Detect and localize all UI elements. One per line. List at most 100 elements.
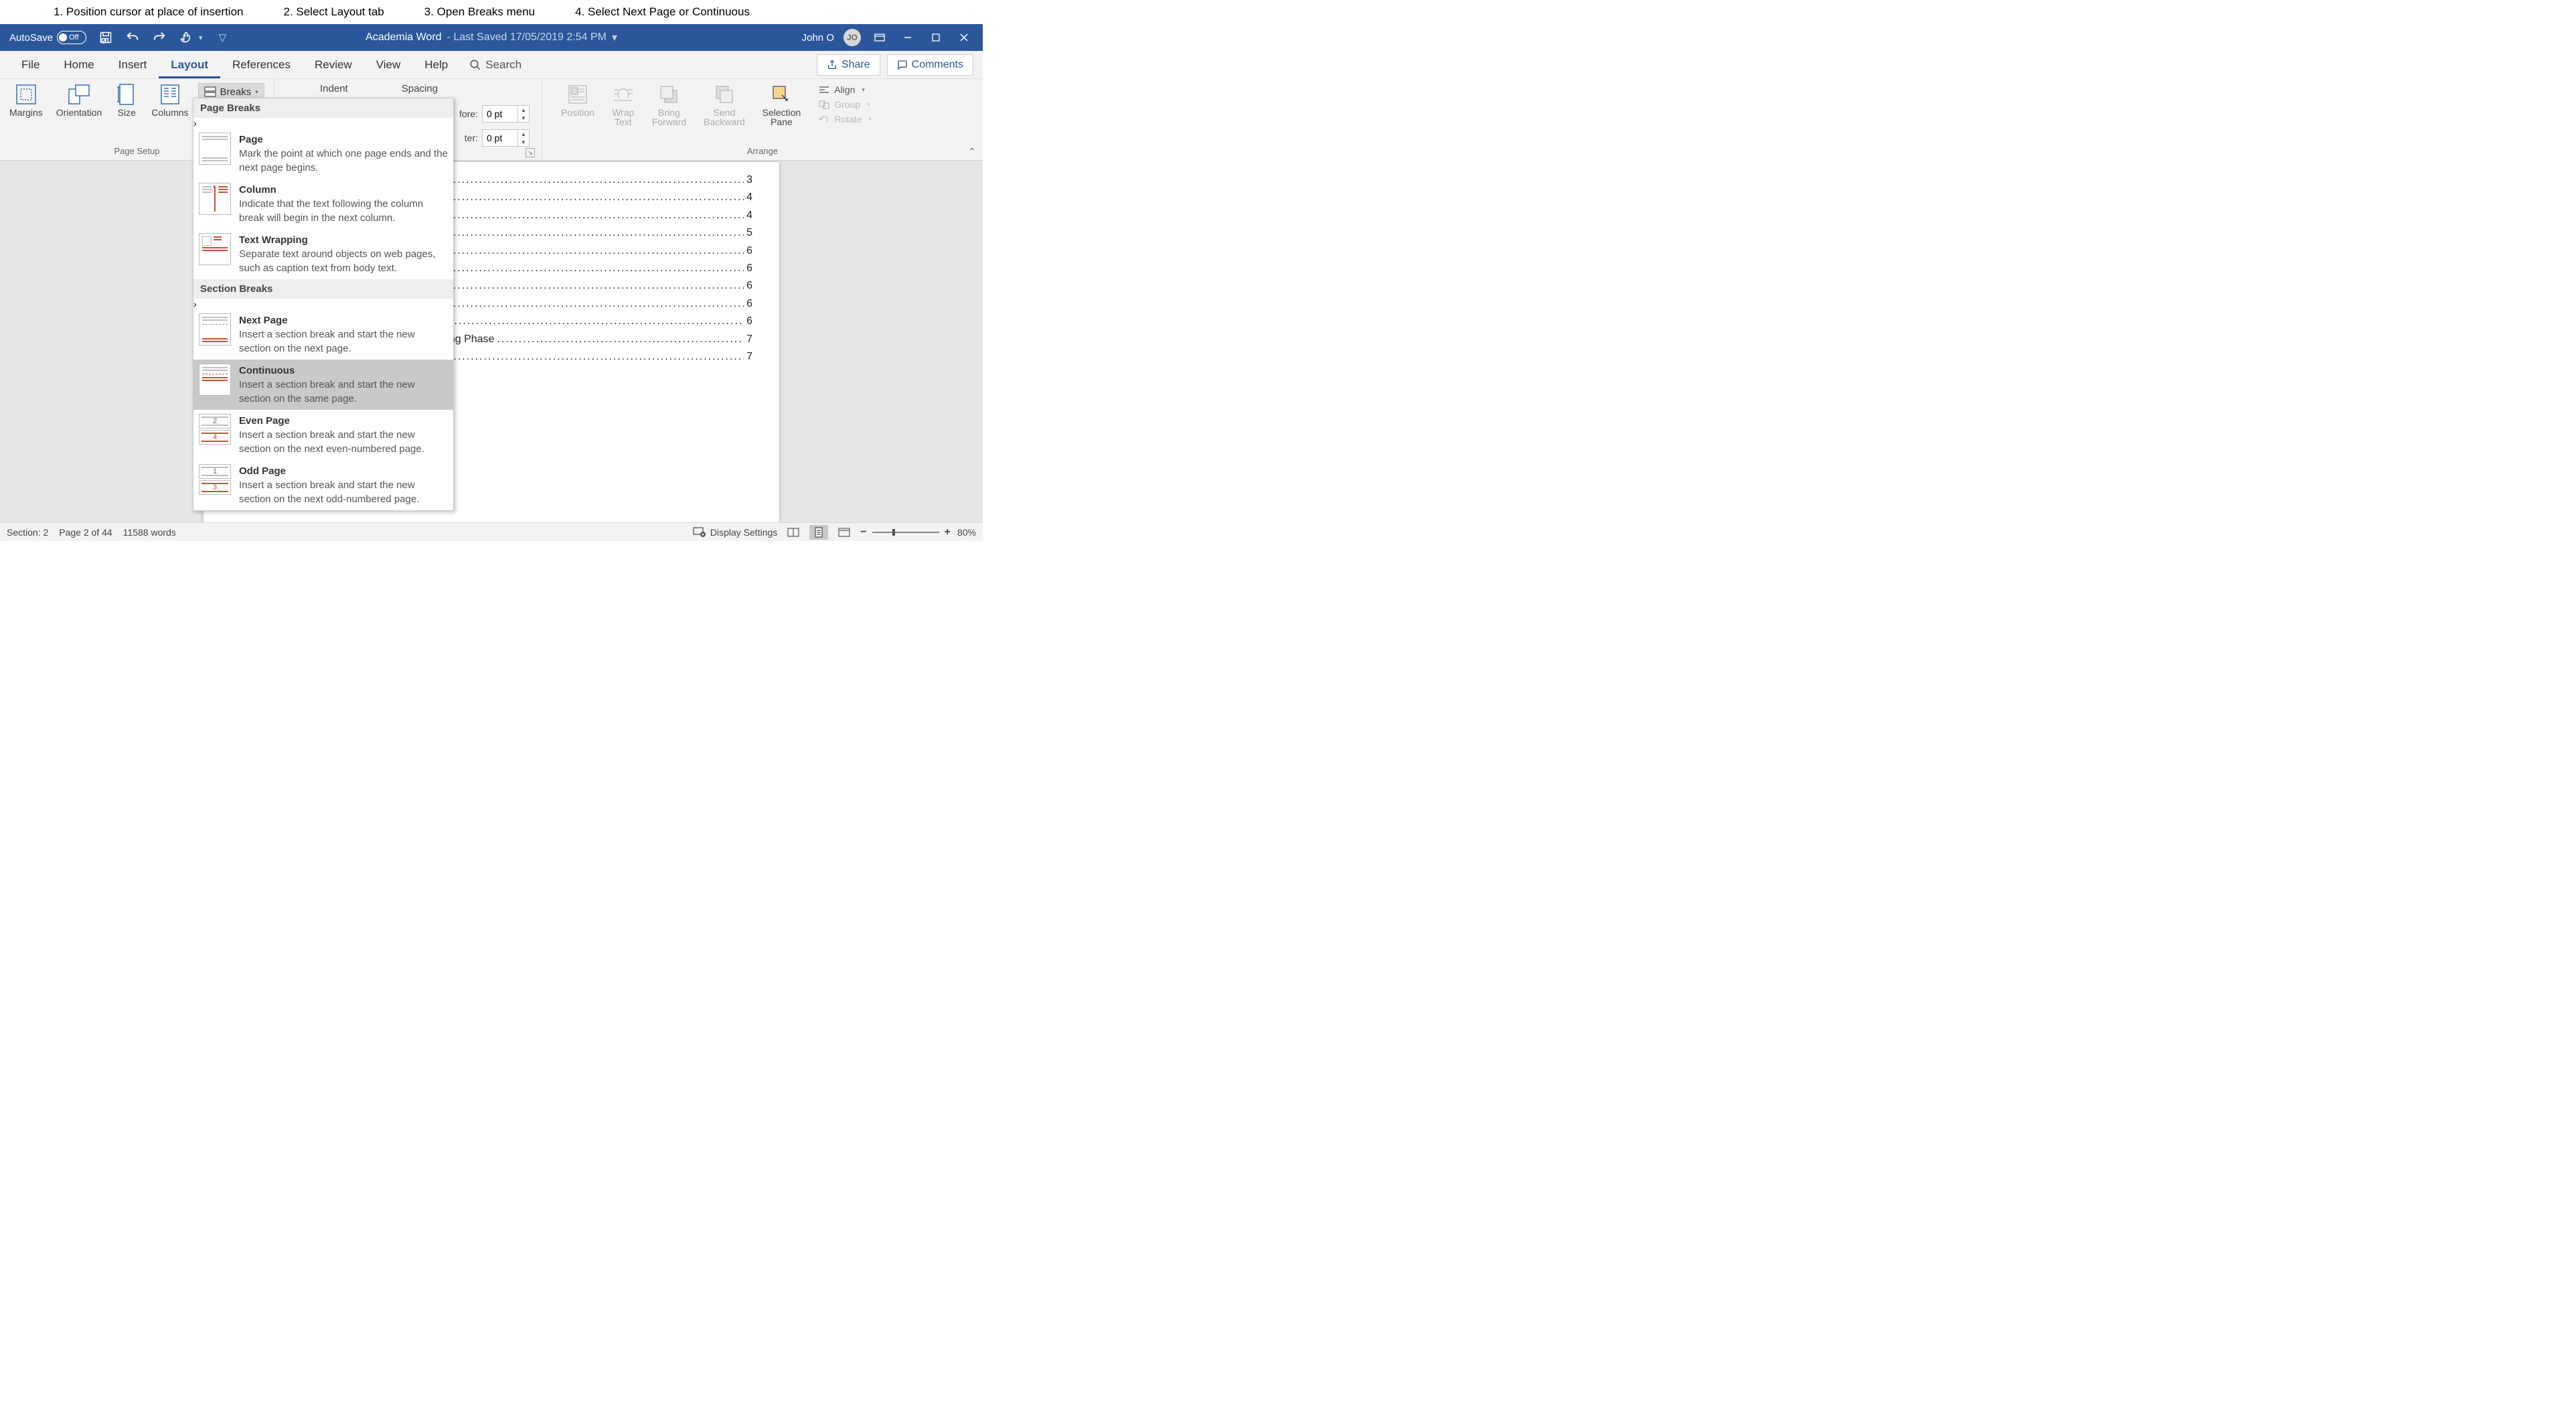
- arrange-label: Arrange: [548, 145, 977, 159]
- titlebar-left: AutoSave Off ▾ ▽: [9, 30, 226, 45]
- spacing-after-spinner[interactable]: ▲▼: [482, 129, 530, 147]
- orientation-button[interactable]: Orientation: [52, 82, 106, 119]
- search-label: Search: [485, 58, 521, 72]
- share-button[interactable]: Share: [817, 54, 880, 76]
- size-button[interactable]: Size: [111, 82, 142, 119]
- search-box[interactable]: Search: [460, 53, 531, 78]
- document-area[interactable]: ........................................…: [0, 161, 983, 522]
- comments-icon: [897, 60, 908, 70]
- toc-page-num: 6: [744, 277, 752, 295]
- toc-page-num: 6: [744, 242, 752, 260]
- position-button[interactable]: Position: [557, 82, 598, 119]
- wrap-text-button[interactable]: Wrap Text: [608, 82, 639, 129]
- spacing-after-label: ter:: [451, 133, 478, 143]
- status-section[interactable]: Section: 2: [7, 527, 48, 538]
- comments-button[interactable]: Comments: [887, 54, 973, 76]
- break-column[interactable]: Column Indicate that the text following …: [193, 179, 453, 229]
- align-icon: [818, 85, 830, 94]
- tab-review[interactable]: Review: [303, 53, 364, 78]
- autosave-toggle[interactable]: Off: [57, 31, 86, 44]
- tab-insert[interactable]: Insert: [106, 53, 159, 78]
- menu-marker-icon: ›: [193, 118, 197, 129]
- breaks-icon: [204, 86, 216, 97]
- web-layout-icon[interactable]: [835, 525, 854, 540]
- selection-pane-icon: [770, 83, 793, 106]
- tab-view[interactable]: View: [364, 53, 413, 78]
- selection-pane-button[interactable]: Selection Pane: [758, 82, 805, 129]
- send-backward-button[interactable]: Send Backward: [700, 82, 748, 129]
- paragraph-launcher[interactable]: ↘: [526, 148, 535, 157]
- instruction-step: 2. Select Layout tab: [283, 5, 384, 19]
- status-bar: Section: 2 Page 2 of 44 11588 words Disp…: [0, 522, 983, 541]
- group-icon: [818, 100, 830, 109]
- status-page[interactable]: Page 2 of 44: [59, 527, 112, 538]
- break-next-page[interactable]: Next Page Insert a section break and sta…: [193, 309, 453, 360]
- zoom-track[interactable]: [872, 532, 939, 533]
- titlebar-right: John O JO: [802, 28, 973, 47]
- autosave-label: AutoSave: [9, 32, 53, 44]
- zoom-out-icon[interactable]: −: [860, 526, 866, 538]
- tab-references[interactable]: References: [220, 53, 303, 78]
- zoom-in-icon[interactable]: +: [945, 526, 951, 538]
- instruction-step: 4. Select Next Page or Continuous: [575, 5, 750, 19]
- autosave-state: Off: [69, 33, 78, 42]
- bring-forward-button[interactable]: Bring Forward: [648, 82, 690, 129]
- ribbon-tabs: File Home Insert Layout References Revie…: [0, 51, 983, 79]
- save-icon[interactable]: [98, 30, 113, 45]
- app-root: 1. Position cursor at place of insertion…: [0, 0, 983, 541]
- undo-icon[interactable]: [125, 30, 140, 45]
- toc-page-num: 7: [744, 348, 752, 366]
- document-name: Academia Word: [366, 31, 442, 44]
- titlebar-dropdown-icon[interactable]: ▾: [612, 31, 617, 44]
- break-page[interactable]: Page Mark the point at which one page en…: [193, 129, 453, 179]
- spacing-before-spinner[interactable]: ▲▼: [482, 105, 530, 123]
- rotate-button[interactable]: Rotate▾: [818, 114, 872, 125]
- break-even-page[interactable]: 2 4 Even Page Insert a section break and…: [193, 410, 453, 460]
- instruction-step: 1. Position cursor at place of insertion: [54, 5, 243, 19]
- group-button[interactable]: Group▾: [818, 99, 872, 110]
- redo-icon[interactable]: [152, 30, 167, 45]
- ribbon-display-options-icon[interactable]: [870, 28, 889, 47]
- toc-dots: ........................................…: [494, 331, 744, 348]
- zoom-thumb[interactable]: [892, 529, 895, 536]
- align-button[interactable]: Align▾: [818, 84, 872, 95]
- spinner-down-icon[interactable]: ▼: [518, 138, 529, 146]
- tab-file[interactable]: File: [9, 53, 52, 78]
- touch-mode-icon[interactable]: [179, 30, 193, 45]
- minimize-icon[interactable]: [898, 28, 917, 47]
- spacing-before-input[interactable]: [483, 108, 517, 119]
- zoom-level[interactable]: 80%: [957, 527, 976, 538]
- position-icon: [566, 83, 589, 106]
- toc-page-num: 6: [744, 295, 752, 313]
- spacing-after-input[interactable]: [483, 133, 517, 143]
- collapse-ribbon-icon[interactable]: ⌃: [968, 146, 976, 157]
- tab-layout[interactable]: Layout: [159, 53, 220, 78]
- tab-help[interactable]: Help: [412, 53, 460, 78]
- close-icon[interactable]: [955, 28, 973, 47]
- search-icon: [469, 59, 481, 71]
- zoom-slider[interactable]: − +: [860, 526, 951, 538]
- spinner-up-icon[interactable]: ▲: [518, 106, 529, 114]
- break-continuous[interactable]: Continuous Insert a section break and st…: [193, 360, 453, 410]
- tab-home[interactable]: Home: [52, 53, 106, 78]
- columns-button[interactable]: Columns: [147, 82, 192, 119]
- margins-button[interactable]: Margins: [5, 82, 47, 119]
- status-words[interactable]: 11588 words: [123, 527, 176, 538]
- break-odd-page[interactable]: 1 3 Odd Page Insert a section break and …: [193, 460, 453, 510]
- user-avatar[interactable]: JO: [843, 29, 861, 46]
- break-text-wrapping[interactable]: Text Wrapping Separate text around objec…: [193, 229, 453, 279]
- title-bar: AutoSave Off ▾ ▽ Academia Word: [0, 24, 983, 51]
- spinner-up-icon[interactable]: ▲: [518, 130, 529, 138]
- qat-customize-icon[interactable]: ▽: [219, 31, 227, 44]
- toc-page-num: 4: [744, 207, 752, 224]
- rotate-icon: [818, 115, 830, 124]
- spinner-down-icon[interactable]: ▼: [518, 114, 529, 122]
- read-mode-icon[interactable]: [784, 525, 803, 540]
- autosave-control[interactable]: AutoSave Off: [9, 31, 86, 44]
- qat-more-icon[interactable]: ▾: [199, 33, 203, 42]
- maximize-icon[interactable]: [927, 28, 945, 47]
- display-settings-button[interactable]: Display Settings: [693, 527, 777, 538]
- print-layout-icon[interactable]: [809, 525, 828, 540]
- break-column-icon: [199, 183, 231, 215]
- break-next-page-icon: [199, 313, 231, 346]
